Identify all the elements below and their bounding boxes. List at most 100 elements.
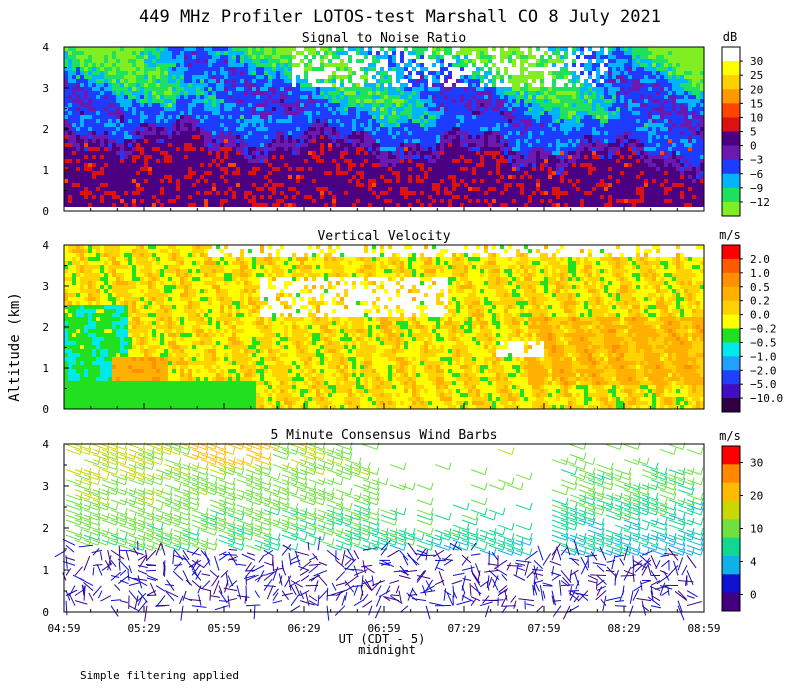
snr-cell bbox=[160, 171, 164, 175]
snr-cell bbox=[528, 171, 532, 175]
snr-cell bbox=[268, 159, 272, 163]
snr-cell bbox=[308, 203, 312, 207]
snr-cell bbox=[276, 63, 280, 67]
snr-cell bbox=[228, 163, 232, 167]
snr-cell bbox=[420, 99, 424, 103]
snr-cell bbox=[96, 199, 100, 203]
snr-cell bbox=[444, 75, 448, 79]
snr-cell bbox=[504, 159, 508, 163]
snr-cell bbox=[480, 167, 484, 171]
snr-cell bbox=[204, 187, 208, 191]
snr-cell bbox=[332, 195, 336, 199]
snr-cell bbox=[116, 163, 120, 167]
snr-cell bbox=[404, 47, 408, 51]
snr-cell bbox=[188, 123, 192, 127]
snr-cell bbox=[136, 171, 140, 175]
snr-cell bbox=[504, 67, 508, 71]
snr-cell bbox=[524, 67, 528, 71]
snr-cell bbox=[180, 191, 184, 195]
snr-cell bbox=[324, 159, 328, 163]
snr-cell bbox=[128, 203, 132, 207]
snr-cell bbox=[68, 191, 72, 195]
snr-cell bbox=[456, 167, 460, 171]
snr-cell bbox=[336, 171, 340, 175]
snr-cell bbox=[112, 187, 116, 191]
snr-cell bbox=[180, 55, 184, 59]
snr-cell bbox=[272, 127, 276, 131]
snr-cell bbox=[212, 75, 216, 79]
snr-cell bbox=[68, 187, 72, 191]
snr-cell bbox=[364, 159, 368, 163]
snr-cell bbox=[356, 107, 360, 111]
snr-cell bbox=[200, 79, 204, 83]
snr-cell bbox=[196, 51, 200, 55]
snr-cell bbox=[368, 107, 372, 111]
snr-cell bbox=[124, 63, 128, 67]
snr-cell bbox=[304, 143, 308, 147]
snr-cell bbox=[92, 47, 96, 51]
snr-cell bbox=[380, 95, 384, 99]
snr-cell bbox=[352, 67, 356, 71]
snr-cell bbox=[68, 139, 72, 143]
snr-cell bbox=[292, 139, 296, 143]
snr-cell bbox=[168, 71, 172, 75]
snr-cell bbox=[244, 131, 248, 135]
snr-cell bbox=[136, 55, 140, 59]
snr-cell bbox=[208, 91, 212, 95]
snr-cell bbox=[192, 171, 196, 175]
snr-cell bbox=[172, 119, 176, 123]
snr-cell bbox=[476, 79, 480, 83]
snr-cell bbox=[244, 83, 248, 87]
snr-cell bbox=[308, 163, 312, 167]
snr-cell bbox=[504, 71, 508, 75]
snr-cell bbox=[420, 67, 424, 71]
snr-cell bbox=[128, 171, 132, 175]
snr-cell bbox=[452, 79, 456, 83]
snr-cell bbox=[516, 87, 520, 91]
snr-cell bbox=[156, 71, 160, 75]
snr-cell bbox=[216, 199, 220, 203]
snr-cell bbox=[376, 127, 380, 131]
snr-cell bbox=[136, 91, 140, 95]
snr-cell bbox=[492, 107, 496, 111]
snr-cell bbox=[436, 159, 440, 163]
snr-cell bbox=[148, 75, 152, 79]
snr-cell bbox=[552, 51, 556, 55]
snr-cell bbox=[484, 51, 488, 55]
snr-cell bbox=[80, 59, 84, 63]
snr-cell bbox=[164, 159, 168, 163]
snr-cell bbox=[364, 83, 368, 87]
snr-cell bbox=[324, 127, 328, 131]
snr-cell bbox=[476, 179, 480, 183]
snr-cell bbox=[188, 195, 192, 199]
snr-cell bbox=[524, 147, 528, 151]
snr-cell bbox=[420, 163, 424, 167]
snr-cell bbox=[304, 147, 308, 151]
snr-cell bbox=[192, 127, 196, 131]
snr-cell bbox=[372, 167, 376, 171]
snr-cell bbox=[416, 103, 420, 107]
snr-cell bbox=[188, 167, 192, 171]
snr-cell bbox=[128, 131, 132, 135]
snr-cell bbox=[300, 171, 304, 175]
snr-cell bbox=[112, 47, 116, 51]
snr-cell bbox=[512, 139, 516, 143]
snr-cell bbox=[500, 99, 504, 103]
snr-cell bbox=[424, 55, 428, 59]
snr-cell bbox=[92, 83, 96, 87]
snr-cell bbox=[316, 131, 320, 135]
snr-cell bbox=[356, 175, 360, 179]
snr-cell bbox=[384, 131, 388, 135]
snr-cell bbox=[312, 51, 316, 55]
snr-cell bbox=[252, 95, 256, 99]
snr-cell bbox=[500, 67, 504, 71]
snr-cell bbox=[360, 155, 364, 159]
snr-cell bbox=[440, 183, 444, 187]
snr-cell bbox=[272, 115, 276, 119]
snr-cell bbox=[320, 87, 324, 91]
snr-cell bbox=[384, 191, 388, 195]
snr-cell bbox=[460, 75, 464, 79]
snr-cell bbox=[320, 123, 324, 127]
snr-cell bbox=[232, 75, 236, 79]
snr-cell bbox=[324, 115, 328, 119]
